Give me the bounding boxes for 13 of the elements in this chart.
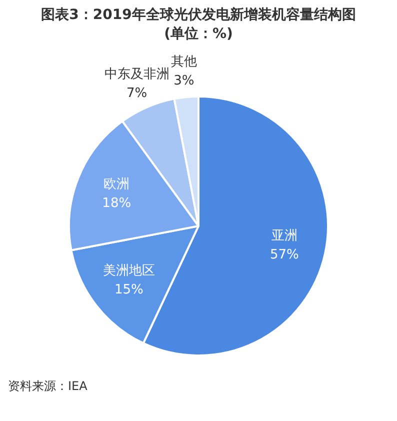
slice-label: 欧洲 bbox=[104, 176, 130, 192]
text: 资料来源：IEA bbox=[8, 378, 88, 395]
data-label: 15% bbox=[114, 282, 144, 298]
data-label: 7% bbox=[126, 86, 148, 101]
data-label: 57% bbox=[270, 248, 299, 263]
slice-label: 中东及非洲 bbox=[104, 66, 170, 82]
data-label: 3% bbox=[174, 74, 194, 89]
chart-title: 图表3：2019年全球光伏发电新增装机容量结构图 bbox=[40, 6, 357, 25]
slice-label: 美洲地区 bbox=[102, 262, 155, 278]
chart-subtitle: (单位：%) bbox=[163, 25, 234, 44]
slice-label: 亚洲 bbox=[271, 228, 298, 244]
slice-label: 其他 bbox=[170, 54, 197, 70]
data-label: 18% bbox=[102, 196, 132, 211]
